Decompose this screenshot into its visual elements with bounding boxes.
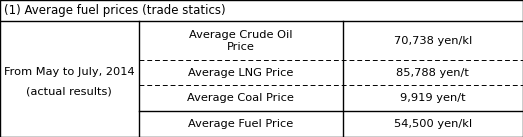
Text: From May to July, 2014: From May to July, 2014 (4, 67, 134, 77)
Text: Average LNG Price: Average LNG Price (188, 68, 293, 78)
Text: (actual results): (actual results) (27, 86, 112, 96)
Text: 85,788 yen/t: 85,788 yen/t (396, 68, 469, 78)
Text: 70,738 yen/kl: 70,738 yen/kl (394, 36, 472, 46)
Text: 54,500 yen/kl: 54,500 yen/kl (394, 119, 472, 129)
Text: 9,919 yen/t: 9,919 yen/t (400, 93, 465, 103)
Text: (1) Average fuel prices (trade statics): (1) Average fuel prices (trade statics) (4, 4, 226, 17)
Text: Average Coal Price: Average Coal Price (187, 93, 294, 103)
Text: Average Crude Oil
Price: Average Crude Oil Price (189, 30, 292, 52)
Text: Average Fuel Price: Average Fuel Price (188, 119, 293, 129)
